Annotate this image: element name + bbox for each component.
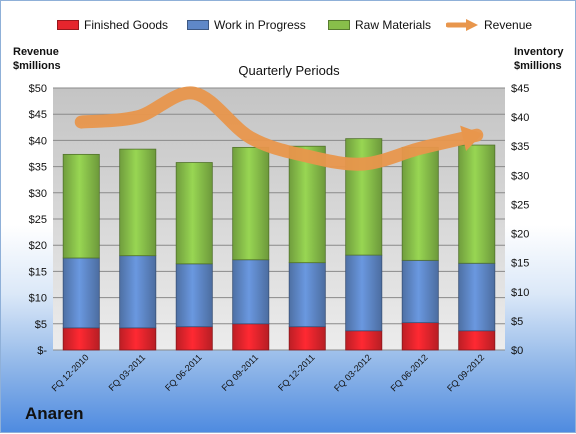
right-tick-label: $30 — [511, 170, 529, 182]
left-tick-label: $5 — [35, 319, 47, 331]
legend-item-finished-goods: Finished Goods — [57, 17, 168, 33]
right-axis-title: Inventory $millions — [514, 46, 564, 72]
plot-subtitle: Quarterly Periods — [238, 63, 340, 78]
category-label: FQ 09-2011 — [220, 352, 261, 393]
bar-work-in-progress — [345, 254, 383, 332]
bar-raw-materials — [175, 162, 213, 265]
bar-finished-goods — [288, 326, 326, 351]
right-tick-label: $40 — [511, 112, 529, 124]
bar-work-in-progress — [458, 262, 496, 332]
legend-label-finished-goods: Finished Goods — [84, 18, 169, 32]
left-axis-title: Revenue $millions — [13, 46, 61, 72]
right-tick-label: $25 — [511, 199, 529, 211]
right-tick-label: $45 — [511, 83, 529, 95]
category-label: FQ 12-2010 — [50, 352, 91, 393]
legend-item-raw-materials: Raw Materials — [328, 17, 431, 33]
bar-work-in-progress — [232, 259, 270, 325]
bar-finished-goods — [401, 322, 439, 351]
right-tick-label: $20 — [511, 229, 529, 241]
legend-label-revenue: Revenue — [484, 18, 533, 32]
left-tick-label: $20 — [29, 240, 47, 252]
right-tick-label: $5 — [511, 316, 523, 328]
bar-work-in-progress — [401, 259, 439, 324]
left-tick-label: $- — [37, 345, 47, 357]
left-tick-label: $35 — [29, 162, 47, 174]
bar-work-in-progress — [119, 255, 157, 329]
left-tick-label: $25 — [29, 214, 47, 226]
bar-work-in-progress — [288, 262, 326, 328]
bar-raw-materials — [401, 146, 439, 261]
legend-arrow-revenue — [446, 19, 478, 31]
bar-finished-goods — [458, 330, 496, 351]
legend-label-work-in-progress: Work in Progress — [214, 18, 306, 32]
left-tick-label: $40 — [29, 135, 47, 147]
right-tick-label: $10 — [511, 287, 529, 299]
bar-raw-materials — [458, 144, 496, 264]
bar-work-in-progress — [175, 263, 213, 328]
right-tick-label: $35 — [511, 141, 529, 153]
right-tick-label: $0 — [511, 345, 523, 357]
bar-finished-goods — [119, 327, 157, 351]
right-tick-label: $15 — [511, 258, 529, 270]
category-label: FQ 03-2012 — [332, 352, 373, 393]
legend-swatch-work-in-progress — [187, 20, 209, 30]
left-tick-label: $15 — [29, 266, 47, 278]
bar-finished-goods — [62, 327, 100, 351]
revenue-line — [74, 86, 484, 171]
left-tick-label: $45 — [29, 109, 47, 121]
revenue-arrowhead — [460, 125, 483, 151]
category-label: FQ 12-2011 — [276, 352, 317, 393]
left-tick-label: $30 — [29, 188, 47, 200]
legend-item-work-in-progress: Work in Progress — [187, 17, 306, 33]
company-name: Anaren — [25, 404, 84, 423]
bar-raw-materials — [232, 146, 270, 261]
category-label: FQ 06-2012 — [389, 352, 430, 393]
legend-swatch-finished-goods — [57, 20, 79, 30]
bar-raw-materials — [62, 153, 100, 259]
bar-raw-materials — [288, 145, 326, 264]
bar-finished-goods — [345, 330, 383, 351]
category-label: FQ 03-2011 — [107, 352, 148, 393]
bar-finished-goods — [232, 323, 270, 351]
legend-swatch-raw-materials — [328, 20, 350, 30]
bar-work-in-progress — [62, 257, 100, 329]
legend-label-raw-materials: Raw Materials — [355, 18, 432, 32]
legend-item-revenue: Revenue — [446, 17, 532, 33]
left-tick-label: $50 — [29, 83, 47, 95]
left-tick-label: $10 — [29, 293, 47, 305]
bar-finished-goods — [175, 326, 213, 351]
bar-raw-materials — [119, 148, 157, 257]
category-label: FQ 09-2012 — [445, 352, 486, 393]
category-label: FQ 06-2011 — [163, 352, 204, 393]
